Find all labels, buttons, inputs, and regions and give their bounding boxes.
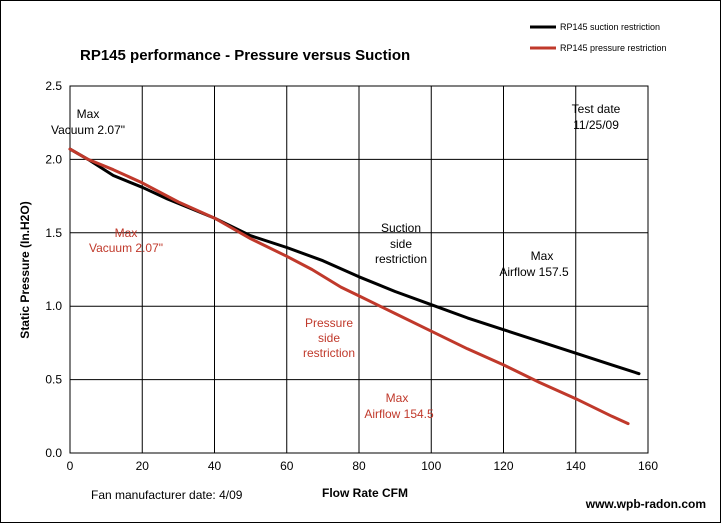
footer-manufacturer-date: Fan manufacturer date: 4/09	[91, 488, 243, 502]
annotation-max-airflow-red-2: Airflow 154.5	[364, 407, 434, 421]
annotation-max-airflow-black-2: Airflow 157.5	[499, 265, 569, 279]
x-tick-label: 100	[421, 459, 441, 473]
footer-website: www.wpb-radon.com	[585, 497, 706, 511]
annotation-pressure-side-2: side	[318, 331, 340, 345]
legend-label-suction: RP145 suction restriction	[560, 22, 660, 32]
annotation-max-vacuum-black-2: Vacuum 2.07"	[51, 123, 125, 137]
annotation-suction-side-3: restriction	[375, 252, 427, 266]
y-axis-label: Static Pressure (In.H2O)	[18, 201, 32, 338]
legend: RP145 suction restriction RP145 pressure…	[530, 22, 667, 53]
annotations: Max Vacuum 2.07" Max Vacuum 2.07" Suctio…	[51, 102, 621, 421]
x-tick-label: 160	[638, 459, 658, 473]
grid	[69, 85, 649, 454]
annotation-max-airflow-red-1: Max	[386, 391, 409, 405]
annotation-suction-side-2: side	[390, 237, 412, 251]
y-tick-label: 1.0	[45, 299, 62, 313]
annotation-max-vacuum-red-1: Max	[115, 226, 138, 240]
annotation-test-date-2: 11/25/09	[573, 118, 619, 132]
x-tick-label: 120	[493, 459, 513, 473]
x-axis-label: Flow Rate CFM	[322, 486, 408, 500]
legend-label-pressure: RP145 pressure restriction	[560, 43, 667, 53]
annotation-max-vacuum-black-1: Max	[77, 107, 100, 121]
x-tick-labels: 0 20 40 60 80 100 120 140 160	[67, 459, 659, 473]
y-tick-label: 2.0	[45, 152, 62, 166]
series-line-pressure	[68, 147, 630, 426]
y-tick-labels: 0.0 0.5 1.0 1.5 2.0 2.5	[45, 79, 62, 460]
y-tick-label: 0.0	[45, 446, 62, 460]
annotation-max-vacuum-red-2: Vacuum 2.07"	[89, 241, 163, 255]
annotation-test-date-1: Test date	[572, 102, 621, 116]
x-tick-label: 20	[136, 459, 150, 473]
x-tick-label: 0	[67, 459, 74, 473]
x-tick-label: 40	[208, 459, 222, 473]
y-tick-label: 1.5	[45, 226, 62, 240]
annotation-pressure-side-1: Pressure	[305, 316, 353, 330]
series-lines	[68, 147, 641, 426]
series-line-suction	[68, 147, 641, 376]
y-tick-label: 0.5	[45, 373, 62, 387]
chart-title: RP145 performance - Pressure versus Suct…	[80, 47, 410, 64]
x-tick-label: 140	[566, 459, 586, 473]
annotation-max-airflow-black-1: Max	[531, 249, 554, 263]
annotation-suction-side-1: Suction	[381, 221, 421, 235]
x-tick-label: 60	[280, 459, 294, 473]
y-tick-label: 2.5	[45, 79, 62, 93]
x-tick-label: 80	[352, 459, 366, 473]
annotation-pressure-side-3: restriction	[303, 346, 355, 360]
